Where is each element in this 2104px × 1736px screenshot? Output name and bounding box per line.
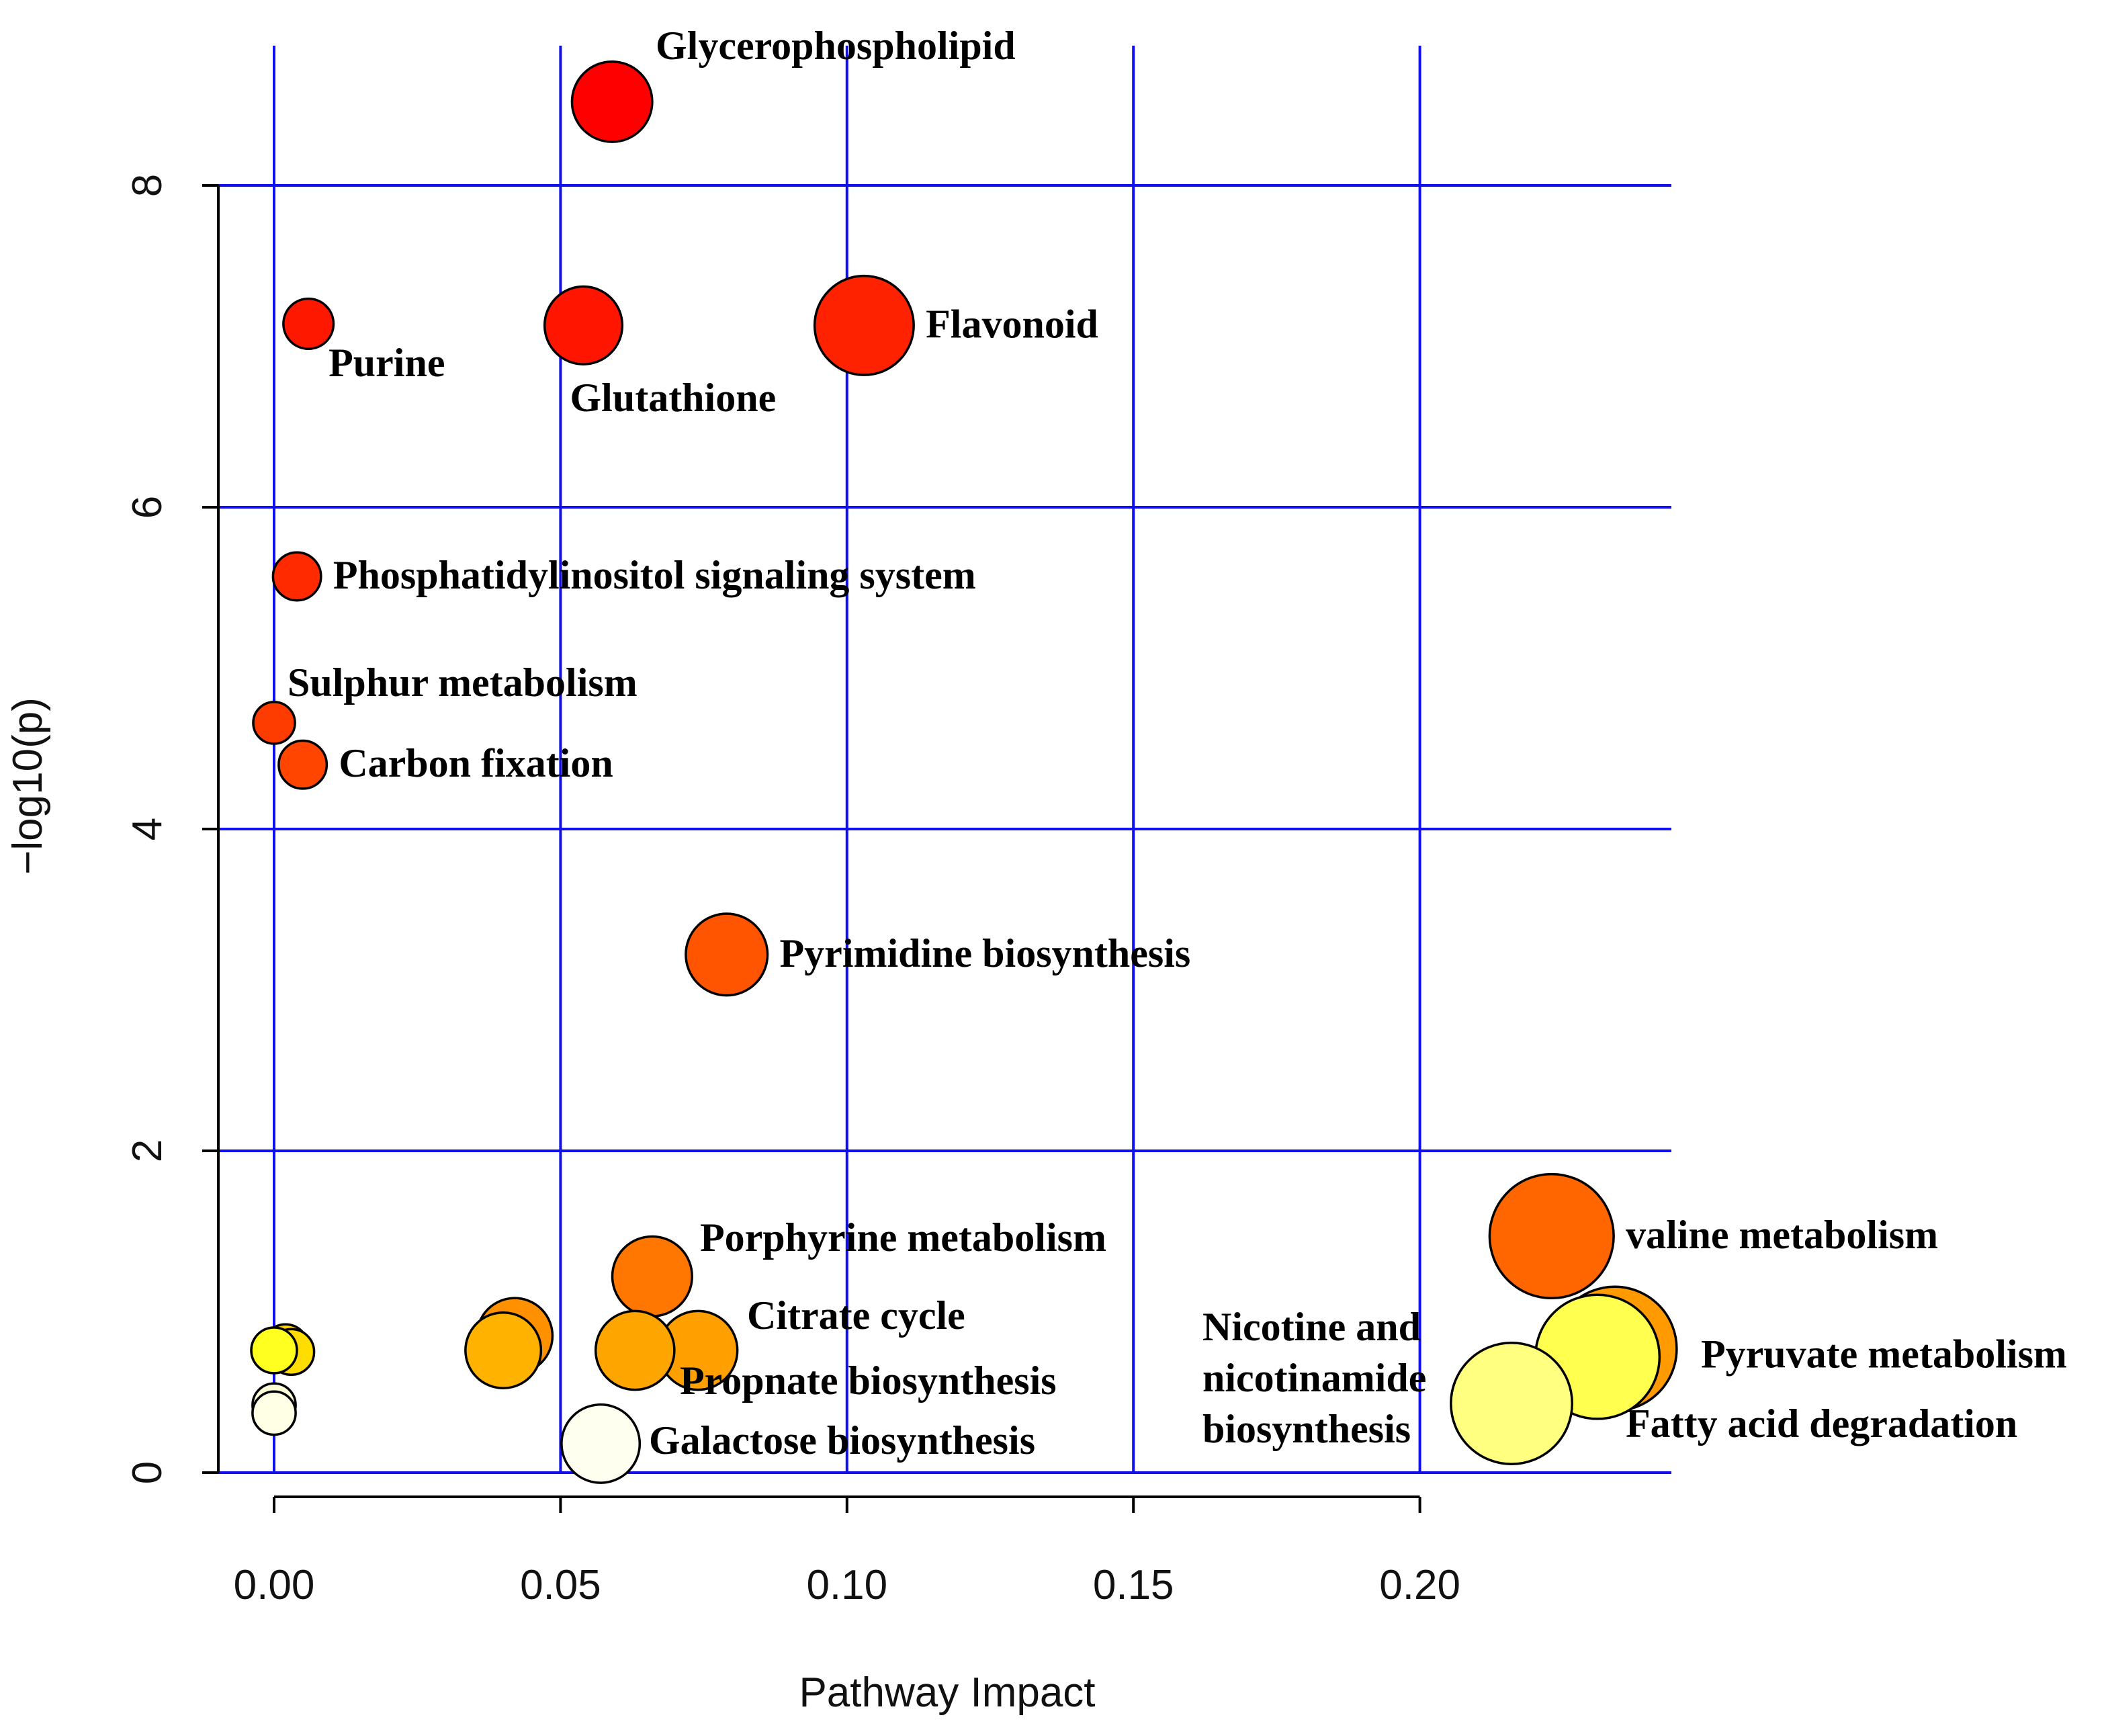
bubble-porphyrine-metabolism xyxy=(611,1235,693,1317)
bubble-phosphatidylinositol-signaling-system xyxy=(271,551,322,602)
bubble-flavonoid xyxy=(813,274,915,376)
y-axis-title: −log10(p) xyxy=(5,697,51,875)
x-tick-label-3: 0.15 xyxy=(1093,1562,1174,1608)
bubble-label-porphyrine-metabolism: Porphyrine metabolism xyxy=(700,1215,1106,1260)
bubble-label-sulphur-metabolism: Sulphur metabolism xyxy=(288,660,638,705)
bubble-label-line: nicotinamide xyxy=(1202,1356,1426,1400)
bubble-label-line: Pyruvate metabolism xyxy=(1701,1332,2067,1377)
bubble-label-phosphatidylinositol-signaling-system: Phosphatidylinositol signaling system xyxy=(333,553,976,597)
bubble-label-line: Carbon fixation xyxy=(339,741,613,785)
bubble-label-line: Citrate cycle xyxy=(747,1293,965,1338)
bubble-label-line: biosynthesis xyxy=(1202,1407,1411,1451)
y-tick-label-1: 2 xyxy=(124,1139,171,1162)
bubble-carbon-fixation xyxy=(277,739,328,790)
bubble-sulphur-metabolism xyxy=(252,701,296,745)
bubble-unlabeled-14 xyxy=(464,1311,543,1389)
x-tick-label-1: 0.05 xyxy=(520,1562,601,1608)
bubble-purine xyxy=(282,297,335,351)
bubble-label-purine: Purine xyxy=(328,341,445,385)
y-tick-label-2: 4 xyxy=(124,818,171,840)
bubble-pyrimidine-biosynthesis xyxy=(685,912,769,997)
bubble-galactose-biosynthesis xyxy=(560,1403,642,1484)
bubble-label-line: Glycerophospholipid xyxy=(656,24,1016,68)
y-tick-label-0: 0 xyxy=(124,1461,171,1484)
bubble-unlabeled-17 xyxy=(250,1326,298,1375)
bubble-label-carbon-fixation: Carbon fixation xyxy=(339,741,613,785)
bubble-label-flavonoid: Flavonoid xyxy=(926,302,1098,346)
bubble-label-citrate-cycle: Citrate cycle xyxy=(747,1293,965,1338)
bubble-label-propnate-biosynthesis: Propnate biosynthesis xyxy=(680,1358,1057,1403)
bubble-label-line: Glutathione xyxy=(570,376,777,420)
bubble-label-line: Porphyrine metabolism xyxy=(700,1215,1106,1260)
y-tick-label-4: 8 xyxy=(124,174,171,197)
bubble-fatty-acid-degradation xyxy=(1450,1342,1574,1465)
bubbles xyxy=(250,60,1678,1484)
bubble-label-glutathione: Glutathione xyxy=(570,376,777,420)
x-axis-title: Pathway Impact xyxy=(799,1669,1095,1716)
bubble-valine-metabolism xyxy=(1488,1172,1615,1300)
bubble-label-valine-metabolism: valine metabolism xyxy=(1626,1213,1938,1257)
bubble-label-line: Propnate biosynthesis xyxy=(680,1358,1057,1403)
bubble-label-line: Sulphur metabolism xyxy=(288,660,638,705)
bubble-label-line: valine metabolism xyxy=(1626,1213,1938,1257)
bubble-label-nicotine-and-nicotinamide-biosynthesis: Nicotine and nicotinamide biosynthesis xyxy=(1202,1305,1426,1451)
bubble-labels: Glycerophospholipid Flavonoid Glutathione P… xyxy=(288,24,2067,1463)
bubble-label-line: Phosphatidylinositol signaling system xyxy=(333,553,976,597)
bubble-label-fatty-acid-degradation: Fatty acid degradation xyxy=(1626,1401,2017,1446)
bubble-label-line: Galactose biosynthesis xyxy=(649,1418,1035,1463)
bubble-label-line: Flavonoid xyxy=(926,302,1098,346)
bubble-label-glycerophospholipid: Glycerophospholipid xyxy=(656,24,1016,68)
bubble-label-line: Purine xyxy=(328,341,445,385)
bubble-glycerophospholipid xyxy=(570,60,654,143)
bubble-label-line: Pyrimidine biosynthesis xyxy=(780,931,1191,975)
bubble-label-pyruvate-metabolism: Pyruvate metabolism xyxy=(1701,1332,2067,1377)
x-tick-label-0: 0.00 xyxy=(234,1562,315,1608)
y-tick-label-3: 6 xyxy=(124,496,171,519)
bubble-glutathione xyxy=(543,285,624,365)
x-tick-label-2: 0.10 xyxy=(806,1562,887,1608)
axes: 0.00 0.05 0.10 0.15 0.20 0 2 4 6 8 xyxy=(124,174,1460,1608)
x-tick-label-4: 0.20 xyxy=(1379,1562,1460,1608)
bubble-unlabeled-21 xyxy=(251,1390,297,1436)
bubble-label-line: Fatty acid degradation xyxy=(1626,1401,2017,1446)
bubble-label-galactose-biosynthesis: Galactose biosynthesis xyxy=(649,1418,1035,1463)
bubble-propnate-biosynthesis xyxy=(594,1309,676,1391)
bubble-label-pyrimidine-biosynthesis: Pyrimidine biosynthesis xyxy=(780,931,1191,975)
bubble-label-line: Nicotine and xyxy=(1202,1305,1421,1349)
